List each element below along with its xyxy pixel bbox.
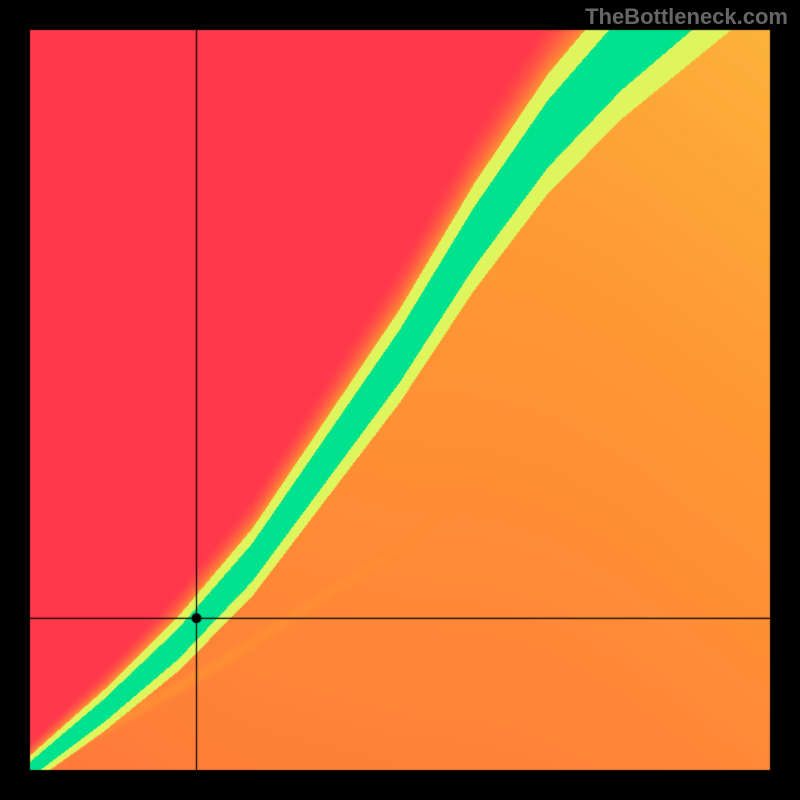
watermark-text: TheBottleneck.com: [585, 4, 788, 30]
chart-container: TheBottleneck.com: [0, 0, 800, 800]
bottleneck-heatmap: [0, 0, 800, 800]
